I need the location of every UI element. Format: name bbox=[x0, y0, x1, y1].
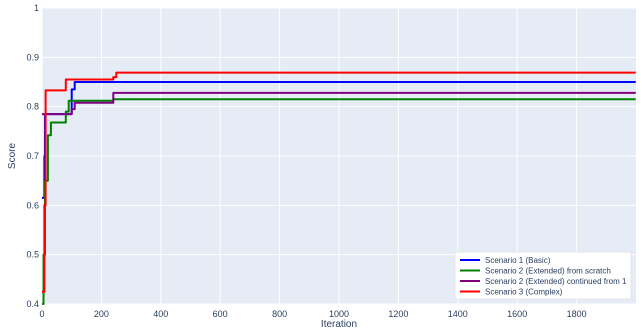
legend-label: Scenario 2 (Extended) continued from 1 bbox=[485, 277, 627, 286]
y-tick-label: 0.4 bbox=[26, 299, 39, 309]
grid bbox=[41, 7, 636, 305]
x-tick-label: 400 bbox=[153, 309, 168, 319]
series-line-3 bbox=[42, 91, 636, 116]
y-tick-label: 0.7 bbox=[26, 151, 39, 161]
x-tick-label: 600 bbox=[213, 309, 228, 319]
y-axis-title: Score bbox=[7, 143, 18, 170]
legend-box bbox=[454, 251, 632, 300]
x-tick-label: 0 bbox=[39, 309, 44, 319]
legend-label: Scenario 1 (Basic) bbox=[485, 256, 551, 265]
legend-label: Scenario 2 (Extended) from scratch bbox=[485, 267, 611, 276]
y-tick-label: 0.5 bbox=[26, 250, 39, 260]
y-tick-label: 0.8 bbox=[26, 102, 39, 112]
x-axis-title: Iteration bbox=[321, 319, 357, 330]
x-tick-label: 200 bbox=[94, 309, 109, 319]
x-tick-label: 1400 bbox=[448, 309, 468, 319]
x-tick-label: 1600 bbox=[507, 309, 527, 319]
legend-label: Scenario 3 (Complex) bbox=[485, 288, 563, 297]
series-lines bbox=[42, 71, 636, 305]
x-tick-label: 800 bbox=[272, 309, 287, 319]
series-line-4 bbox=[42, 71, 636, 293]
y-tick-label: 0.9 bbox=[26, 52, 39, 62]
legend: Scenario 1 (Basic) Scenario 2 (Extended) … bbox=[454, 251, 632, 300]
x-tick-labels: 0 200 400 600 800 1000 1200 1400 1600 1800 bbox=[39, 309, 586, 319]
x-tick-label: 1800 bbox=[567, 309, 587, 319]
y-tick-label: 1 bbox=[34, 3, 39, 13]
x-tick-label: 1000 bbox=[329, 309, 349, 319]
y-tick-labels: 0.4 0.5 0.6 0.7 0.8 0.9 1 bbox=[26, 3, 39, 309]
y-tick-label: 0.6 bbox=[26, 200, 39, 210]
x-tick-label: 1200 bbox=[388, 309, 408, 319]
